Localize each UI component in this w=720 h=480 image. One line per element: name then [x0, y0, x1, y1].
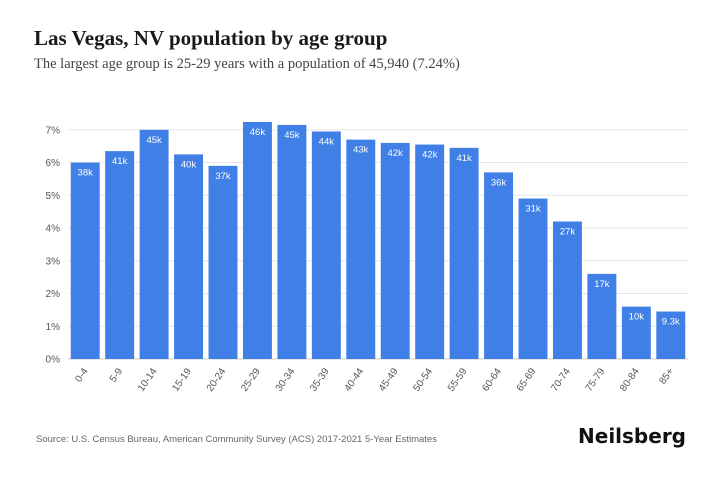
source-note: Source: U.S. Census Bureau, American Com…: [36, 434, 437, 445]
x-tick-label: 15-19: [170, 366, 194, 394]
y-tick-label: 6%: [46, 158, 61, 169]
y-tick-label: 7%: [46, 125, 61, 136]
bar: [518, 198, 548, 359]
data-label: 43k: [353, 145, 369, 156]
data-label: 9.3k: [662, 317, 680, 328]
data-label: 17k: [594, 279, 610, 290]
y-tick-label: 0%: [46, 355, 61, 366]
x-tick-label: 70-74: [549, 366, 573, 394]
chart-subtitle: The largest age group is 25-29 years wit…: [34, 56, 460, 72]
y-tick-label: 4%: [46, 224, 61, 235]
bar: [174, 154, 204, 359]
data-label: 42k: [388, 148, 404, 159]
bar: [346, 139, 376, 359]
chart-title: Las Vegas, NV population by age group: [34, 26, 388, 50]
bar: [552, 221, 582, 359]
bar: [105, 151, 135, 359]
y-tick-label: 3%: [46, 256, 61, 267]
y-axis: 0% 1% 2% 3% 4% 5% 6% 7%: [46, 125, 61, 365]
bar: [277, 124, 307, 360]
data-label: 46k: [250, 127, 266, 138]
x-tick-label: 75-79: [584, 366, 608, 394]
x-tick-label: 0-4: [73, 366, 91, 385]
data-label: 36k: [491, 177, 507, 188]
bar: [656, 311, 686, 359]
data-label: 40k: [181, 159, 197, 170]
x-tick-label: 10-14: [136, 366, 160, 394]
bar: [380, 142, 410, 359]
y-tick-label: 1%: [46, 322, 61, 333]
data-label: 37k: [215, 171, 231, 182]
bar: [449, 147, 479, 359]
brand-logo: Neilsberg: [578, 424, 686, 448]
data-label: 44k: [319, 136, 335, 147]
x-tick-label: 30-34: [274, 366, 298, 394]
x-tick-label: 45-49: [377, 366, 401, 394]
data-label: 42k: [422, 150, 438, 161]
x-tick-label: 25-29: [239, 366, 263, 394]
bars: 38k 41k 45k 40k 37k 46k 45k 44k 43k 42k 42k 41k 36k 3…: [70, 121, 686, 360]
data-label: 31k: [525, 204, 541, 215]
data-label: 45k: [146, 135, 162, 146]
gridlines: [68, 129, 688, 360]
x-tick-label: 80-84: [618, 366, 642, 394]
y-tick-label: 2%: [46, 289, 61, 300]
data-label: 27k: [560, 226, 576, 237]
bar: [415, 144, 445, 359]
x-tick-label: 35-39: [308, 366, 332, 394]
x-tick-label: 65-69: [515, 366, 539, 394]
y-tick-label: 5%: [46, 191, 61, 202]
data-label: 45k: [284, 130, 300, 141]
data-label: 41k: [456, 153, 472, 164]
data-label: 38k: [78, 168, 94, 179]
bar: [621, 306, 651, 359]
x-tick-label: 85+: [657, 366, 676, 386]
bar: [139, 129, 169, 359]
bar: [587, 273, 617, 359]
x-tick-label: 60-64: [480, 366, 504, 394]
bar: [484, 172, 514, 359]
x-tick-label: 55-59: [446, 366, 470, 394]
data-label: 10k: [629, 312, 645, 323]
bar: [242, 121, 272, 359]
bar: [208, 165, 238, 359]
x-tick-label: 40-44: [343, 366, 367, 394]
x-axis: 0-4 5-9 10-14 15-19 20-24 25-29 30-34 35-39 40-4…: [73, 366, 676, 394]
data-label: 41k: [112, 156, 128, 167]
x-tick-label: 5-9: [108, 366, 126, 385]
x-tick-label: 50-54: [411, 366, 435, 394]
bar: [70, 162, 100, 359]
x-tick-label: 20-24: [205, 366, 229, 394]
bar: [311, 131, 341, 359]
